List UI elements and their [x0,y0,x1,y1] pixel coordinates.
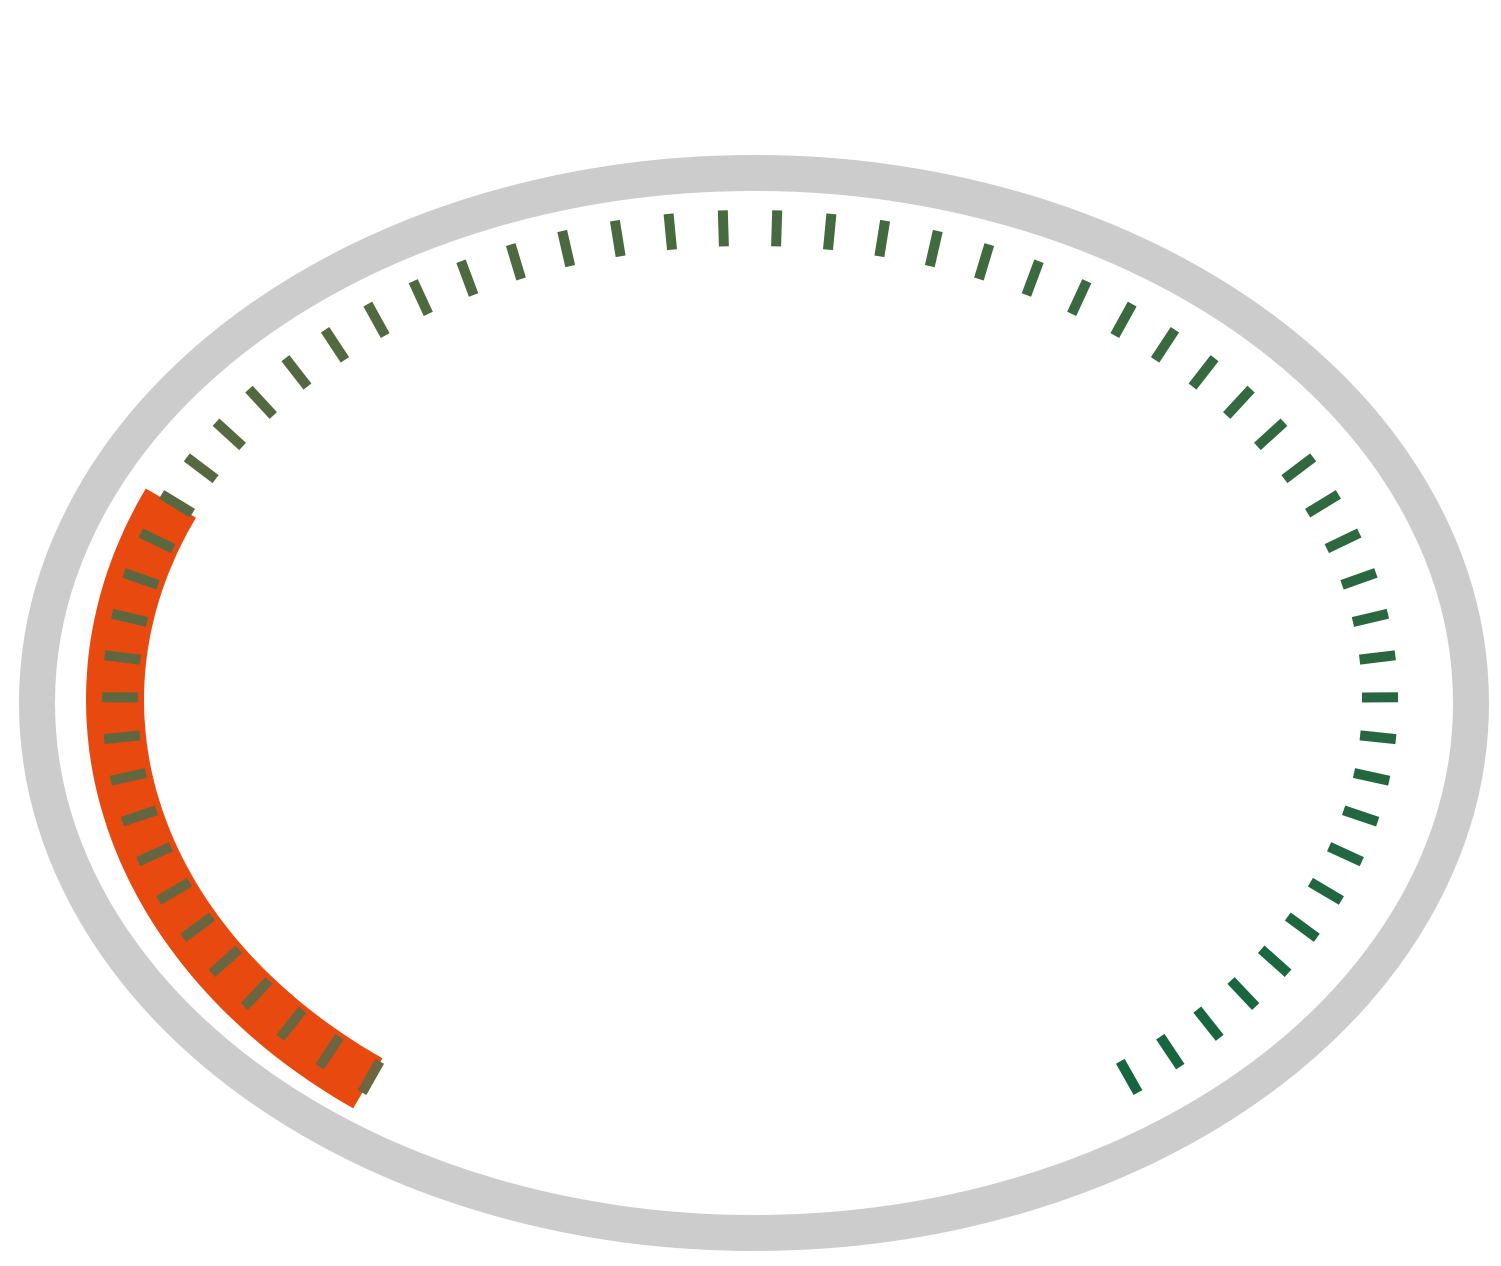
gauge-tick [1327,842,1364,867]
gauge-tick [110,608,149,627]
gauge-tick [505,243,526,281]
gauge-tick [1110,301,1137,339]
gauge-tick [874,219,891,258]
gauge-tick [1342,805,1380,827]
gauge-tick [357,1058,385,1096]
gauge-tick [156,877,193,905]
gauge-tick [120,805,158,827]
gauge-tick-marks [101,210,1399,1096]
gauge-tick [1150,327,1180,363]
gauge-tick [1340,568,1378,590]
gauge-tick [771,210,783,247]
gauge-tick [609,219,626,258]
gauge-tick [104,650,141,665]
gauge-tick [138,528,176,554]
gauge-tick [245,385,277,419]
gauge-tick [1359,650,1396,665]
gauge-tick [1223,385,1255,419]
gauge-tick [1324,528,1362,554]
gauge-tick [1254,418,1288,451]
gauge-tick [363,301,390,339]
gauge-tick [1115,1058,1143,1096]
gauge-tick [212,418,246,451]
gauge-tick [180,912,216,942]
gauge-tick [1307,877,1344,905]
gauge-tick [122,568,160,590]
gauge-tick [974,243,995,281]
gauge-tick [183,453,219,484]
gauge-tick [158,490,196,518]
gauge-tick [1227,977,1260,1011]
gauge-tick [823,213,837,251]
gauge-tick [456,259,479,297]
gauge-tick [136,842,173,867]
gauge-tick [315,1033,344,1070]
gauge-tick [1188,355,1219,390]
gauge-tick [1359,730,1397,745]
gauge-tick [208,945,243,977]
gauge-tick [1156,1033,1185,1070]
gauge-tick [320,327,350,363]
gauge-bezel-ring [19,155,1489,1251]
gauge-tick [103,730,141,745]
gauge-tick [109,768,148,786]
gauge-tick [1304,490,1342,518]
gauge-tick [1021,259,1044,297]
gauge-tick [924,229,943,268]
gauge-tick [276,1006,307,1041]
gauge-tick [1284,912,1320,942]
gauge-tick [408,279,433,316]
gauge-tick [1193,1006,1224,1041]
gauge-tick [663,213,677,251]
gauge-tick [1351,608,1390,627]
gauge-tick [1281,453,1317,484]
gauge-tick [240,977,273,1011]
gauge-tick [1352,768,1391,786]
gauge-tick [1067,279,1092,316]
gauge-tick [1257,945,1292,977]
gauge-tick [717,210,729,247]
gauge-tick [557,229,576,268]
gauge-tick [281,355,312,390]
